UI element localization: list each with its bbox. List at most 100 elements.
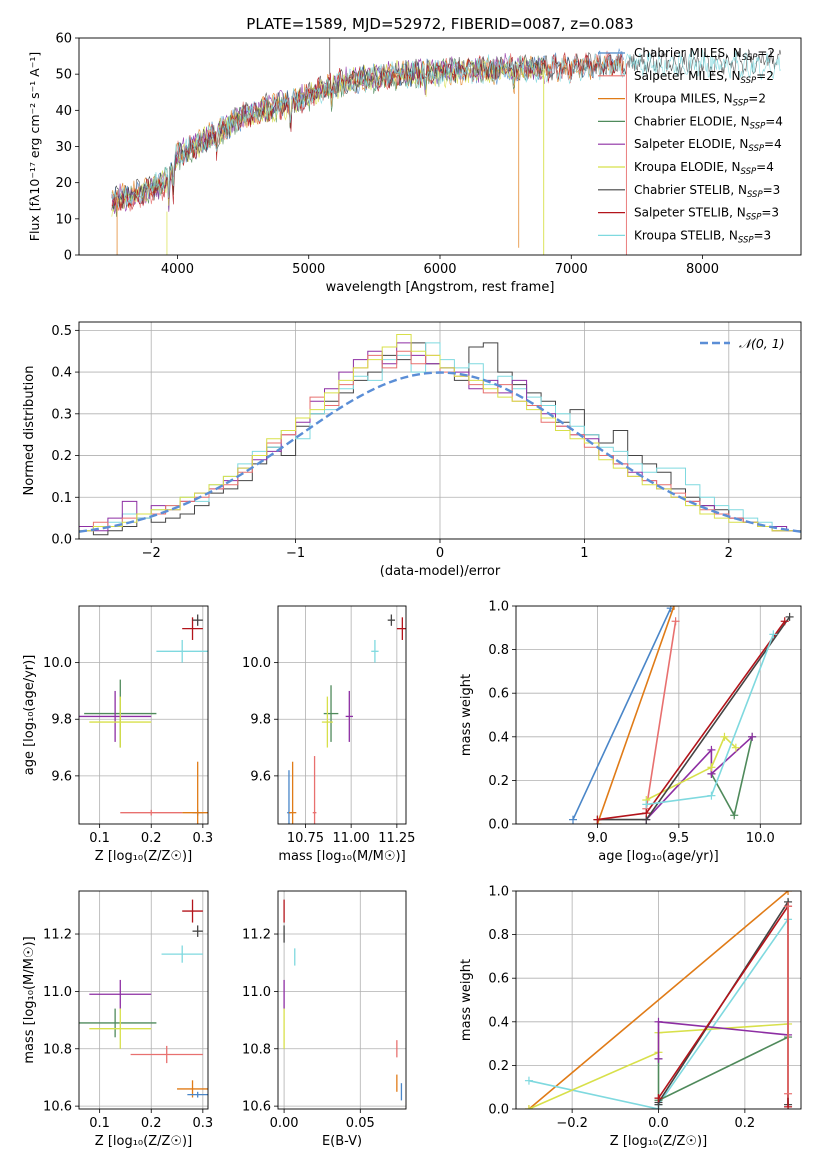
y-tick-label: 0.2 <box>488 774 509 789</box>
x-tick-label: 0.2 <box>141 831 162 846</box>
x-tick-label: 8000 <box>686 262 719 277</box>
plot-area <box>278 891 406 1109</box>
y-tick-label: 0.8 <box>488 643 509 658</box>
legend-entry: Chabrier MILES, NSSP=2 <box>634 46 775 63</box>
x-tick-label: 0.05 <box>346 1116 375 1131</box>
spectrum-series-line <box>111 48 782 210</box>
panel-mass-vs-ebv: 0.00 0.05 10.6 10.8 11.0 11.2 E(B-V) <box>242 890 407 1149</box>
x-tick-label: 4000 <box>161 262 194 277</box>
legend-entry: Salpeter ELODIE, NSSP=4 <box>634 137 782 154</box>
x-tick-label: 5000 <box>292 262 325 277</box>
y-tick-label: 11.2 <box>242 928 271 943</box>
panel-mass-vs-Z: 0.1 0.2 0.3 10.6 10.8 11.0 11.2 Z [log₁₀(Z/Z☉)]… <box>22 890 213 1149</box>
axes-frame <box>78 890 209 1110</box>
spectrum-legend: Chabrier MILES, NSSP=2 Salpeter MILES, NS… <box>598 46 783 245</box>
x-tick-label: 0.2 <box>141 1116 162 1131</box>
legend-entry: Kroupa MILES, NSSP=2 <box>634 92 766 109</box>
y-tick-label: 0.4 <box>488 1015 509 1030</box>
x-tick-label: 9.0 <box>587 831 608 846</box>
panel-weight-vs-age: 9.0 9.5 10.0 0.0 0.2 0.4 0.6 0.8 1.0 age [log₁₀(a… <box>459 600 802 864</box>
x-axis-label: E(B-V) <box>322 1134 362 1149</box>
legend-entry: Kroupa ELODIE, NSSP=4 <box>634 160 774 177</box>
y-tick-label: 10.0 <box>43 656 72 671</box>
y-tick-label: 0.2 <box>51 449 72 464</box>
axes-frame <box>515 605 802 825</box>
y-tick-label: 20 <box>55 176 72 191</box>
gaussian-curve <box>79 371 801 533</box>
panel-age-vs-mass: 10.75 11.00 11.25 9.6 9.8 10.0 mass [log₁₀(M/M… <box>242 605 415 864</box>
y-tick-label: 0.4 <box>488 730 509 745</box>
y-axis-label: Normed distribution <box>22 366 37 496</box>
x-tick-label: 11.25 <box>378 831 415 846</box>
x-tick-label: 0.1 <box>89 831 110 846</box>
x-tick-label: 10.75 <box>287 831 324 846</box>
x-axis-label: Z [log₁₀(Z/Z☉)] <box>95 849 192 864</box>
y-tick-label: 60 <box>55 32 72 47</box>
y-tick-label: 10.6 <box>242 1100 271 1115</box>
x-tick-label: 0.1 <box>89 1116 110 1131</box>
x-tick-label: 10.0 <box>746 831 775 846</box>
y-tick-label: 0 <box>64 249 72 264</box>
y-tick-label: 0.0 <box>488 1103 509 1118</box>
y-tick-label: 0.2 <box>488 1059 509 1074</box>
x-tick-label: 6000 <box>423 262 456 277</box>
legend-entry: Chabrier ELODIE, NSSP=4 <box>634 114 783 131</box>
plot-area <box>516 606 801 824</box>
weight-series-line <box>645 736 753 821</box>
y-tick-label: 0.6 <box>488 687 509 702</box>
plot-area <box>79 606 208 824</box>
y-tick-label: 9.6 <box>250 769 271 784</box>
x-tick-label: 7000 <box>555 262 588 277</box>
y-tick-label: 10 <box>55 212 72 227</box>
axes-frame <box>277 890 407 1110</box>
weight-series-line <box>646 634 775 806</box>
x-tick-label: 0.3 <box>192 831 213 846</box>
y-tick-label: 0.0 <box>488 818 509 833</box>
y-tick-label: 10.6 <box>43 1100 72 1115</box>
panel-residuals: −2 −1 0 1 2 0.0 0.1 0.2 0.3 0.4 0.5 (data-model)/er… <box>22 321 802 579</box>
axes-frame <box>515 890 802 1110</box>
plot-area <box>278 606 406 824</box>
weight-series-line <box>645 621 677 809</box>
x-tick-label: 0 <box>436 546 444 561</box>
y-tick-label: 0.0 <box>51 533 72 548</box>
x-tick-label: −1 <box>286 546 305 561</box>
y-tick-label: 0.6 <box>488 972 509 987</box>
weight-series-line <box>572 607 672 820</box>
weight-series-line <box>645 735 737 801</box>
plot-area <box>79 322 801 539</box>
y-tick-label: 0.5 <box>51 324 72 339</box>
x-tick-label: 11.00 <box>333 831 370 846</box>
x-axis-label: age [log₁₀(age/yr)] <box>598 849 719 864</box>
x-axis-label: mass [log₁₀(M/M☉)] <box>278 849 405 864</box>
y-tick-label: 0.1 <box>51 491 72 506</box>
y-tick-label: 9.6 <box>51 769 72 784</box>
panel-age-vs-Z: 0.1 0.2 0.3 9.6 9.8 10.0 Z [log₁₀(Z/Z☉)] age [l… <box>22 605 213 864</box>
y-tick-label: 11.0 <box>43 985 72 1000</box>
y-tick-label: 11.0 <box>242 985 271 1000</box>
x-tick-label: 0.0 <box>648 1116 669 1131</box>
plot-area <box>111 38 782 255</box>
panel-spectrum: 4000 5000 6000 7000 8000 0 10 20 30 40 50 60 wavelen… <box>27 32 802 295</box>
x-tick-label: −2 <box>142 546 161 561</box>
y-axis-label: mass weight <box>459 674 474 756</box>
spectrum-series-line <box>111 49 782 208</box>
y-tick-label: 30 <box>55 140 72 155</box>
plot-area <box>79 891 208 1109</box>
legend-entry: Kroupa STELIB, NSSP=3 <box>634 228 771 245</box>
x-axis-label: (data-model)/error <box>380 564 501 579</box>
weight-series-line <box>597 616 791 821</box>
x-tick-label: −0.2 <box>556 1116 588 1131</box>
y-tick-label: 10.8 <box>242 1042 271 1057</box>
legend-entry: Salpeter STELIB, NSSP=3 <box>634 206 779 223</box>
x-axis-label: Z [log₁₀(Z/Z☉)] <box>95 1134 192 1149</box>
weight-series-line <box>528 891 789 1109</box>
x-axis-label: wavelength [Angstrom, rest frame] <box>326 280 555 295</box>
y-tick-label: 0.8 <box>488 928 509 943</box>
x-tick-label: 0.2 <box>735 1116 756 1131</box>
y-tick-label: 0.3 <box>51 407 72 422</box>
y-tick-label: 9.8 <box>51 713 72 728</box>
axes-frame <box>78 321 802 540</box>
legend-entry: 𝒩(0, 1) <box>739 336 785 351</box>
